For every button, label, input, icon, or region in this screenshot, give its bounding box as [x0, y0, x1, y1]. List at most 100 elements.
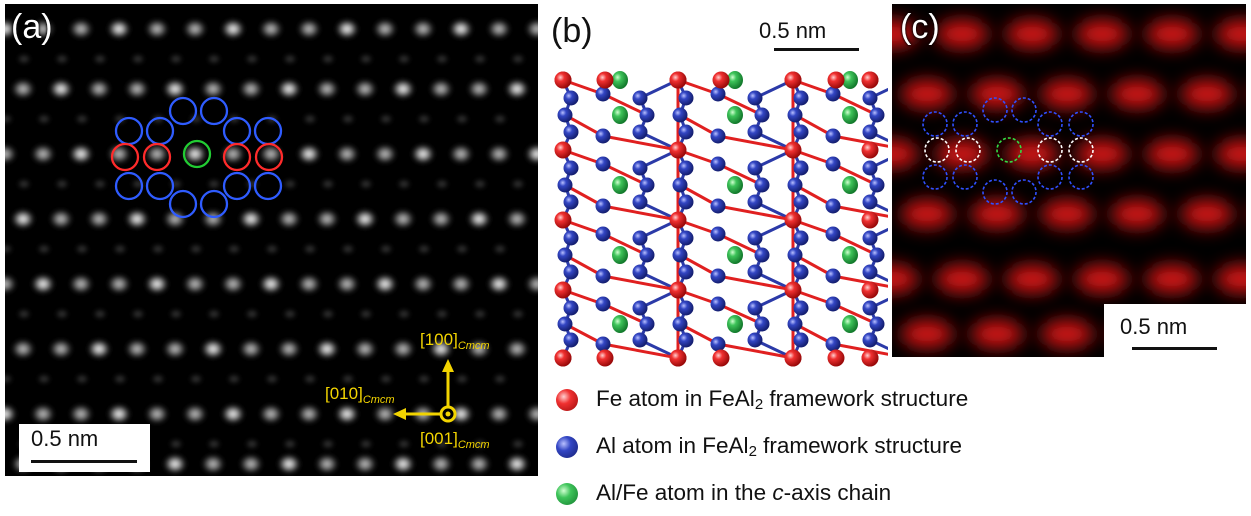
- chain-atom: [612, 71, 628, 89]
- atom-column: [124, 78, 150, 100]
- atom-column: [372, 143, 398, 165]
- intensity-blob: [1041, 80, 1093, 108]
- al-atom: [793, 230, 809, 246]
- atom-column: [372, 18, 398, 40]
- intensity-blob: [1146, 265, 1198, 293]
- atom-column: [296, 403, 322, 425]
- atom-marker-ring: [110, 142, 140, 172]
- fe-atom: [554, 281, 572, 299]
- al-atom: [793, 194, 809, 210]
- al-atom: [563, 90, 579, 106]
- al-atom: [678, 194, 694, 210]
- al-atom: [869, 247, 885, 263]
- al-atom: [672, 247, 688, 263]
- faint-column: [510, 53, 526, 65]
- intensity-blob: [1076, 265, 1128, 293]
- fe-atom: [861, 71, 879, 89]
- faint-column: [16, 53, 32, 65]
- al-atom: [747, 332, 763, 348]
- atom-marker-ring: [1068, 111, 1094, 137]
- atom-marker-ring: [955, 137, 981, 163]
- atom-column: [410, 18, 436, 40]
- bond: [832, 162, 878, 187]
- fe-atom: [669, 211, 687, 229]
- faint-column: [112, 373, 128, 385]
- atom-column: [220, 403, 246, 425]
- faint-column: [36, 243, 52, 255]
- atom-column: [428, 453, 454, 475]
- al-atom: [787, 247, 803, 263]
- fe-atom: [596, 71, 614, 89]
- faint-column: [340, 113, 356, 125]
- faint-column: [282, 308, 298, 320]
- atom-column: [486, 403, 512, 425]
- atom-column: [524, 143, 538, 165]
- al-atom: [825, 156, 841, 172]
- al-atom: [825, 268, 841, 284]
- fe-atom: [861, 141, 879, 159]
- al-atom: [557, 316, 573, 332]
- al-atom: [563, 332, 579, 348]
- fe-atom: [784, 281, 802, 299]
- atom-column: [220, 273, 246, 295]
- faint-column: [510, 438, 526, 450]
- faint-column: [320, 178, 336, 190]
- atom-marker-ring: [145, 171, 175, 201]
- faint-column: [320, 308, 336, 320]
- scale-bar-a: [31, 460, 137, 463]
- al-atom: [862, 90, 878, 106]
- atom-column: [352, 78, 378, 100]
- faint-column: [282, 178, 298, 190]
- chain-atom: [612, 106, 628, 124]
- al-atom: [557, 247, 573, 263]
- al-atom: [595, 296, 611, 312]
- fe-atom: [596, 349, 614, 367]
- intensity-blob: [1076, 140, 1128, 168]
- intensity-blob: [1181, 80, 1233, 108]
- chain-atom-icon: [556, 483, 578, 505]
- atom-marker-ring: [922, 111, 948, 137]
- atom-column: [182, 143, 208, 165]
- chain-atom: [842, 315, 858, 333]
- fe-atom: [827, 349, 845, 367]
- intensity-blob: [901, 80, 953, 108]
- faint-column: [302, 243, 318, 255]
- direction-label-010: [010]Cmcm: [325, 384, 395, 406]
- al-atom: [672, 177, 688, 193]
- faint-column: [5, 243, 14, 255]
- al-atom: [563, 194, 579, 210]
- al-atom: [825, 128, 841, 144]
- filtered-image-c: [892, 20, 1246, 348]
- al-atom: [825, 296, 841, 312]
- atom-column: [486, 273, 512, 295]
- al-atom: [595, 226, 611, 242]
- atom-column: [352, 208, 378, 230]
- fe-atom: [554, 211, 572, 229]
- atom-column: [524, 273, 538, 295]
- atom-column: [48, 208, 74, 230]
- bond: [717, 162, 763, 187]
- scale-bar-b: [774, 48, 859, 51]
- atom-column: [486, 18, 512, 40]
- faint-column: [244, 53, 260, 65]
- atom-column: [258, 273, 284, 295]
- atom-column: [10, 78, 36, 100]
- intensity-blob: [1216, 265, 1246, 293]
- faint-column: [206, 308, 222, 320]
- faint-column: [188, 373, 204, 385]
- faint-column: [492, 373, 508, 385]
- atom-column: [5, 273, 18, 295]
- faint-column: [168, 53, 184, 65]
- al-atom: [710, 86, 726, 102]
- al-atom: [678, 332, 694, 348]
- bond: [717, 204, 794, 222]
- atom-column: [238, 338, 264, 360]
- atom-column: [144, 273, 170, 295]
- intensity-blob: [1146, 20, 1198, 48]
- atom-marker-ring: [924, 137, 950, 163]
- atom-marker-ring: [922, 164, 948, 190]
- axis-001-dot: [445, 411, 451, 417]
- faint-column: [472, 308, 488, 320]
- al-atom: [595, 268, 611, 284]
- faint-column: [396, 308, 412, 320]
